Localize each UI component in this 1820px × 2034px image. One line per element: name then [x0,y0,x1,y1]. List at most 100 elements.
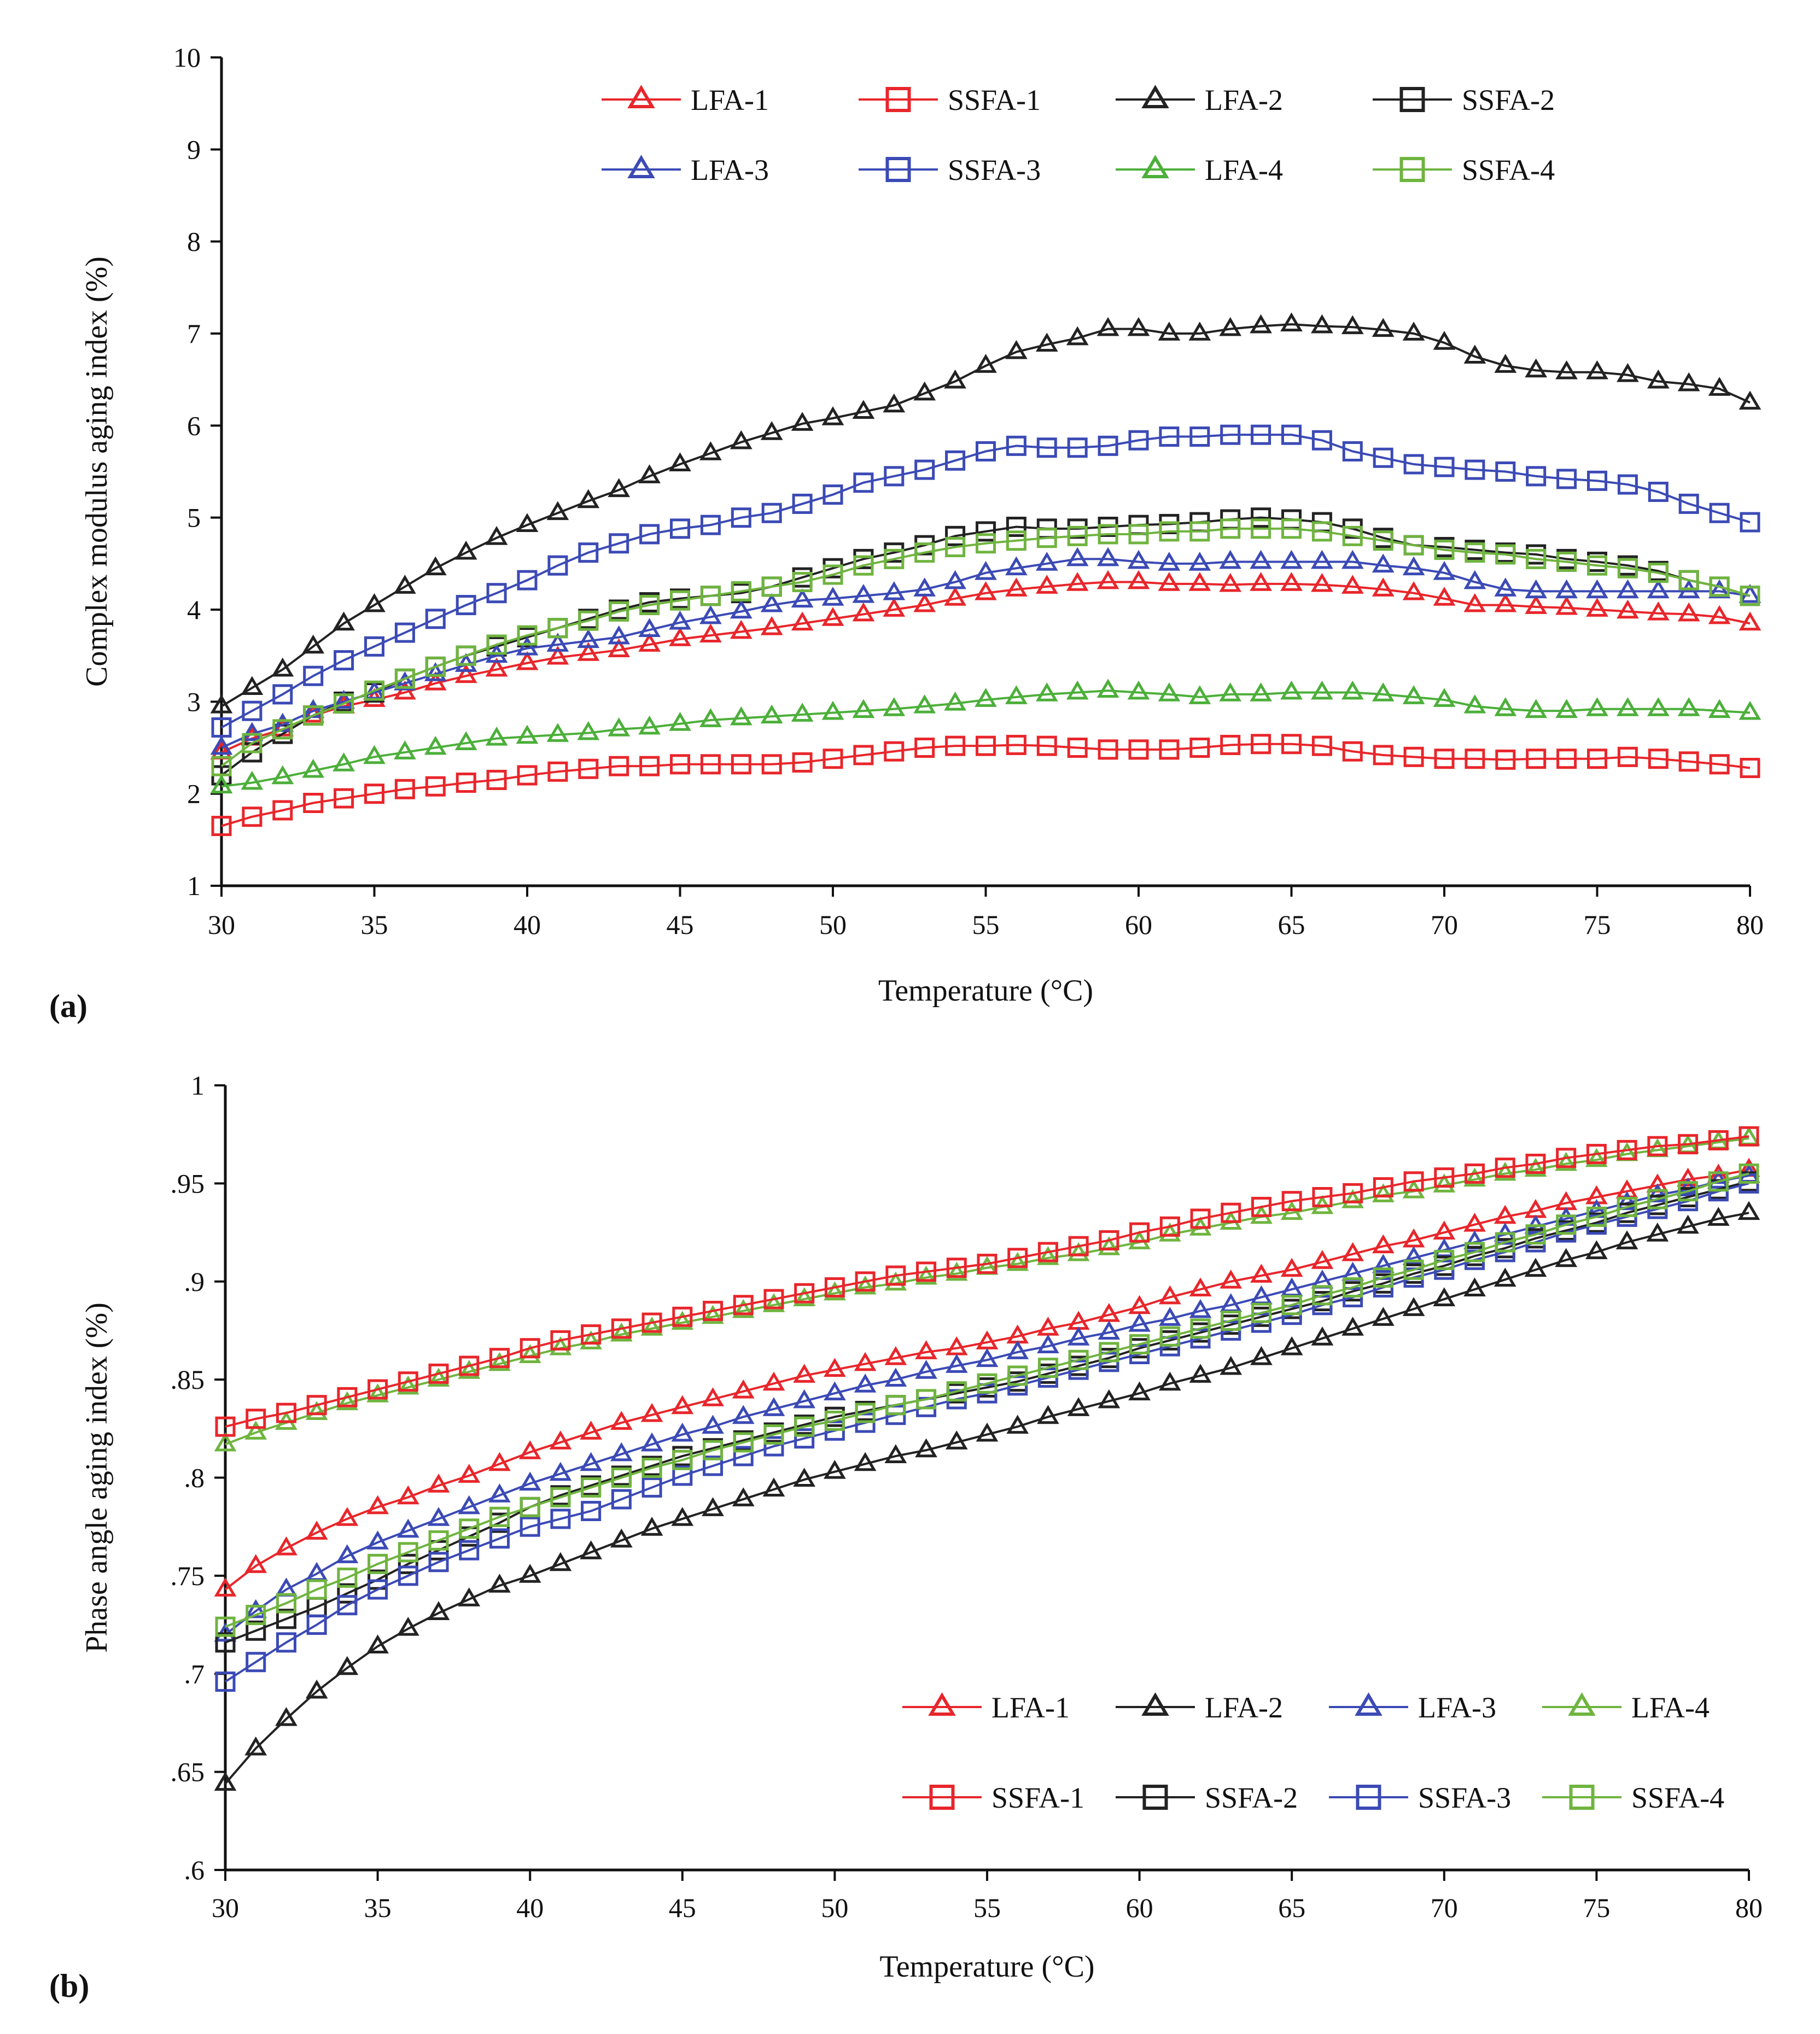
data-point [241,722,264,741]
legend-label: SSFA-3 [948,154,1041,186]
data-point [517,625,538,646]
square-icon [1569,1785,1595,1810]
data-point [577,629,600,648]
data-point [915,1360,937,1379]
series-lfa-1 [214,1158,1760,1597]
data-point [305,1679,328,1699]
data-point [210,735,233,755]
legend-label: LFA-1 [991,1691,1070,1724]
data-point [733,1446,754,1466]
data-point [761,576,782,597]
y-tick-label: 1 [187,870,201,901]
data-point [1463,344,1486,364]
data-point [518,1564,541,1583]
data-point [638,715,661,735]
data-point [1463,570,1486,589]
data-point [732,1405,755,1424]
data-point [1525,595,1548,614]
data-point [368,1379,388,1400]
y-tick-label: 2 [187,779,201,809]
data-point [670,754,690,775]
data-point [977,1253,998,1274]
data-point [821,587,844,606]
data-point [306,1395,327,1416]
data-point [547,618,568,639]
y-tick-label: .75 [171,1560,205,1591]
data-point [884,1346,907,1365]
data-point [1678,570,1699,591]
legend: LFA-1 LFA-2 LFA-3 LFA-4 SSFA-1 SSFA-2 SSFA-3 SS… [902,1691,1724,1814]
legend-label: SSFA-4 [1631,1781,1724,1814]
x-tick-label: 40 [514,909,541,940]
data-point [700,515,721,535]
data-point [398,1565,418,1586]
data-point [1494,354,1517,373]
data-point [518,1471,541,1491]
data-point [1342,441,1363,461]
data-point [1159,426,1180,447]
data-point [332,689,355,709]
data-point [760,593,783,612]
data-point [1740,586,1760,606]
series-line [221,558,1751,749]
data-point [244,1554,267,1573]
data-point [520,1497,540,1517]
data-point [1434,1167,1455,1188]
data-point [1159,521,1180,542]
data-point [244,1599,267,1618]
data-point [1465,542,1485,563]
data-point [732,1379,755,1399]
x-tick-label: 65 [1278,909,1305,940]
data-point [306,1579,327,1600]
data-point [702,1415,724,1434]
y-tick-label: 8 [187,226,201,257]
series-lfa-1 [210,570,1761,759]
data-point [1311,314,1333,334]
data-point [246,1408,266,1429]
data-point [456,772,476,793]
data-point [608,717,631,737]
data-point [913,381,936,401]
data-point [1341,315,1364,335]
data-point [733,1432,754,1453]
legend-item: LFA-3 [602,154,769,186]
series-line [221,743,1751,827]
data-point [1709,576,1730,597]
data-point [305,1401,328,1421]
data-point [578,542,599,563]
x-tick-label: 75 [1583,1892,1610,1923]
data-point [1677,372,1700,391]
data-point [398,1553,418,1574]
legend-item: SSFA-1 [902,1781,1084,1814]
data-point [1250,314,1272,334]
data-point [1098,524,1118,545]
data-point [1158,572,1181,591]
data-point [945,450,966,471]
data-point [580,1452,603,1471]
data-point [639,595,660,616]
data-point [914,459,935,480]
data-point [824,1281,846,1301]
x-tick-label: 35 [361,909,388,940]
data-point [1006,517,1026,537]
data-point [488,1352,511,1371]
x-tick-label: 50 [821,1892,848,1923]
series-lfa-4 [210,679,1761,794]
data-point [1372,682,1395,702]
data-point [1587,470,1607,491]
legend-label: LFA-1 [691,84,769,116]
data-point [1494,577,1517,597]
data-point [1372,1254,1395,1273]
data-point [702,1305,724,1324]
data-point [459,1518,480,1539]
data-point [945,1261,968,1281]
x-tick-label: 60 [1126,1892,1153,1923]
data-point [215,1632,236,1653]
data-point [824,1358,846,1377]
legend-item: SSFA-3 [1329,1781,1511,1814]
legend-label: SSFA-1 [991,1781,1084,1814]
square-icon [1399,87,1425,112]
triangle-icon [1355,1692,1382,1716]
data-point [1127,570,1150,589]
